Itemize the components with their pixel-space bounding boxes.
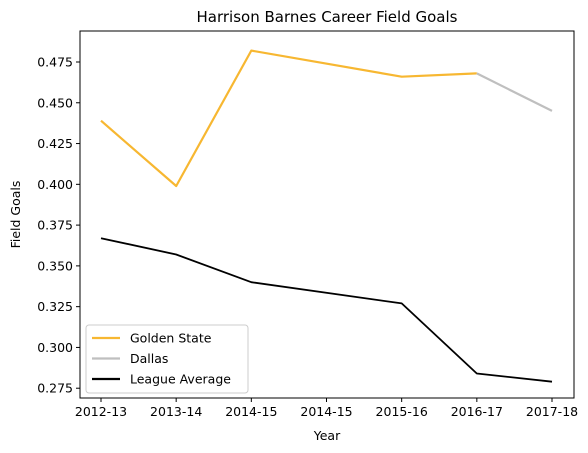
x-tick-label: 2012-13	[75, 404, 127, 419]
y-tick-label: 0.425	[37, 136, 73, 151]
series-line-league-average	[100, 237, 553, 383]
y-tick-label: 0.375	[37, 218, 73, 233]
x-tick-label: 2017-18	[526, 404, 578, 419]
y-tick-label: 0.325	[37, 299, 73, 314]
legend-frame	[85, 324, 249, 394]
y-tick-label: 0.300	[37, 340, 73, 355]
chart-title: Harrison Barnes Career Field Goals	[197, 8, 458, 26]
y-tick-label: 0.400	[37, 177, 73, 192]
y-tick-label: 0.475	[37, 54, 73, 69]
series-line-golden-state	[100, 49, 477, 188]
legend-label-league-average: League Average	[130, 372, 231, 387]
y-tick-label: 0.275	[37, 381, 73, 396]
y-tick-label: 0.350	[37, 258, 73, 273]
x-axis-label: Year	[313, 428, 341, 443]
x-tick-label: 2016-17	[451, 404, 503, 419]
x-tick-label: 2014-15	[300, 404, 352, 419]
y-axis-label: Field Goals	[8, 181, 23, 249]
legend-label-golden-state: Golden State	[130, 331, 212, 346]
legend: Golden State Dallas League Average	[85, 324, 249, 394]
x-tick-label: 2013-14	[150, 404, 202, 419]
x-tick-label: 2014-15	[225, 404, 277, 419]
x-tick-label: 2015-16	[376, 404, 428, 419]
legend-label-dallas: Dallas	[130, 351, 168, 366]
series-line-dallas	[476, 72, 553, 112]
y-tick-label: 0.450	[37, 95, 73, 110]
